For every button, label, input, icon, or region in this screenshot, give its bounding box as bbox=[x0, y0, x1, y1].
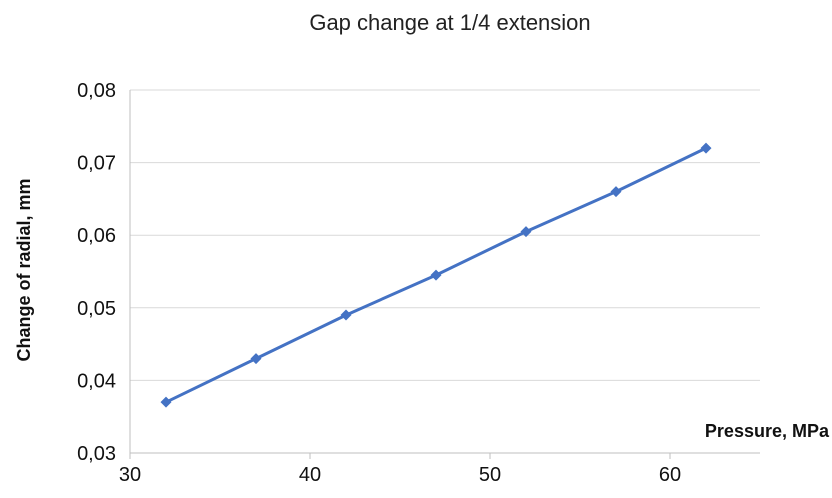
y-axis-title: Change of radial, mm bbox=[14, 178, 34, 361]
x-tick-label: 30 bbox=[119, 464, 141, 486]
axes bbox=[129, 90, 760, 454]
y-tick-label: 0,04 bbox=[77, 370, 116, 392]
y-tick-label: 0,08 bbox=[77, 80, 116, 102]
x-axis-ticks: 30 40 50 60 bbox=[119, 453, 681, 486]
data-point-marker bbox=[160, 396, 172, 408]
x-axis-title: Pressure, MPa bbox=[705, 421, 830, 441]
y-tick-label: 0,07 bbox=[77, 153, 116, 175]
y-axis-ticks: 0,03 0,04 0,05 0,06 0,07 0,08 bbox=[77, 80, 116, 465]
x-tick-label: 50 bbox=[479, 464, 501, 486]
series-layer bbox=[160, 142, 712, 408]
y-tick-label: 0,05 bbox=[77, 298, 116, 320]
data-point-marker bbox=[700, 142, 712, 154]
data-point-marker bbox=[340, 309, 352, 321]
data-point-marker bbox=[520, 226, 532, 238]
y-tick-label: 0,03 bbox=[77, 443, 116, 465]
x-tick-label: 60 bbox=[659, 464, 681, 486]
data-point-marker bbox=[250, 353, 262, 365]
y-tick-label: 0,06 bbox=[77, 225, 116, 247]
chart-title: Gap change at 1/4 extension bbox=[309, 10, 590, 35]
grid bbox=[130, 89, 760, 381]
data-point-marker bbox=[430, 269, 442, 281]
data-point-marker bbox=[610, 186, 622, 198]
x-tick-label: 40 bbox=[299, 464, 321, 486]
